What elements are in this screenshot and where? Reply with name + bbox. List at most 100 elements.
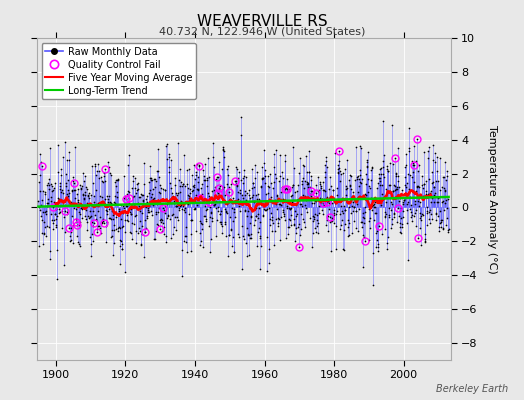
Point [297,226,305,233]
Point [315,200,324,206]
Point [388,201,396,207]
Point [254,228,263,235]
Point [285,186,293,192]
Point [88,163,96,170]
Point [67,199,75,205]
Point [187,216,195,223]
Point [249,198,258,205]
Point [46,248,54,254]
Point [283,205,292,211]
Point [172,190,180,196]
Point [277,214,285,220]
Point [319,200,328,206]
Point [209,197,217,204]
Point [424,148,432,154]
Point [374,248,383,254]
Point [318,207,326,213]
Point [53,212,61,219]
Point [380,174,388,180]
Point [289,144,298,150]
Point [296,201,304,207]
Point [351,196,359,202]
Point [264,183,272,189]
Point [324,198,333,204]
Point [274,195,282,201]
Point [158,228,166,234]
Point [176,166,184,172]
Point [155,189,163,195]
Point [191,205,200,212]
Point [108,227,116,233]
Point [48,188,56,194]
Point [147,194,155,200]
Point [353,200,361,207]
Point [414,162,423,168]
Point [436,187,444,194]
Point [316,195,324,201]
Point [58,224,67,231]
Point [391,170,400,176]
Point [219,145,227,152]
Point [102,239,110,246]
Point [279,213,288,219]
Point [375,223,383,229]
Point [92,216,100,223]
Point [228,200,236,206]
Point [305,168,313,175]
Point [257,183,266,189]
Point [348,189,357,195]
Point [128,220,136,226]
Point [303,209,312,215]
Point [408,174,416,180]
Point [382,186,390,192]
Point [139,254,148,260]
Point [274,215,282,222]
Point [104,199,113,206]
Point [171,214,179,220]
Point [421,238,429,245]
Point [430,192,438,198]
Point [77,186,85,192]
Point [315,187,323,194]
Point [106,170,114,176]
Point [229,218,237,224]
Point [345,183,354,190]
Point [197,220,205,226]
Point [64,149,73,156]
Point [46,145,54,152]
Point [431,211,440,218]
Point [316,178,325,185]
Point [73,199,82,205]
Point [302,179,311,186]
Point [300,162,309,169]
Point [152,220,161,227]
Point [378,190,386,197]
Point [288,192,297,198]
Point [203,196,212,203]
Point [107,199,115,206]
Point [358,263,367,270]
Point [388,216,396,222]
Point [150,176,159,182]
Point [247,213,255,219]
Point [290,221,299,228]
Point [114,177,122,183]
Point [361,238,369,244]
Point [428,195,436,201]
Point [59,202,67,208]
Point [54,210,63,216]
Point [134,200,142,206]
Point [200,177,208,184]
Point [134,230,143,236]
Point [436,224,445,230]
Point [415,184,423,190]
Point [142,203,150,210]
Point [359,214,367,220]
Point [305,184,314,190]
Point [85,202,94,208]
Point [121,193,129,199]
Point [215,184,223,191]
Point [300,185,308,192]
Point [206,236,215,242]
Point [314,174,323,180]
